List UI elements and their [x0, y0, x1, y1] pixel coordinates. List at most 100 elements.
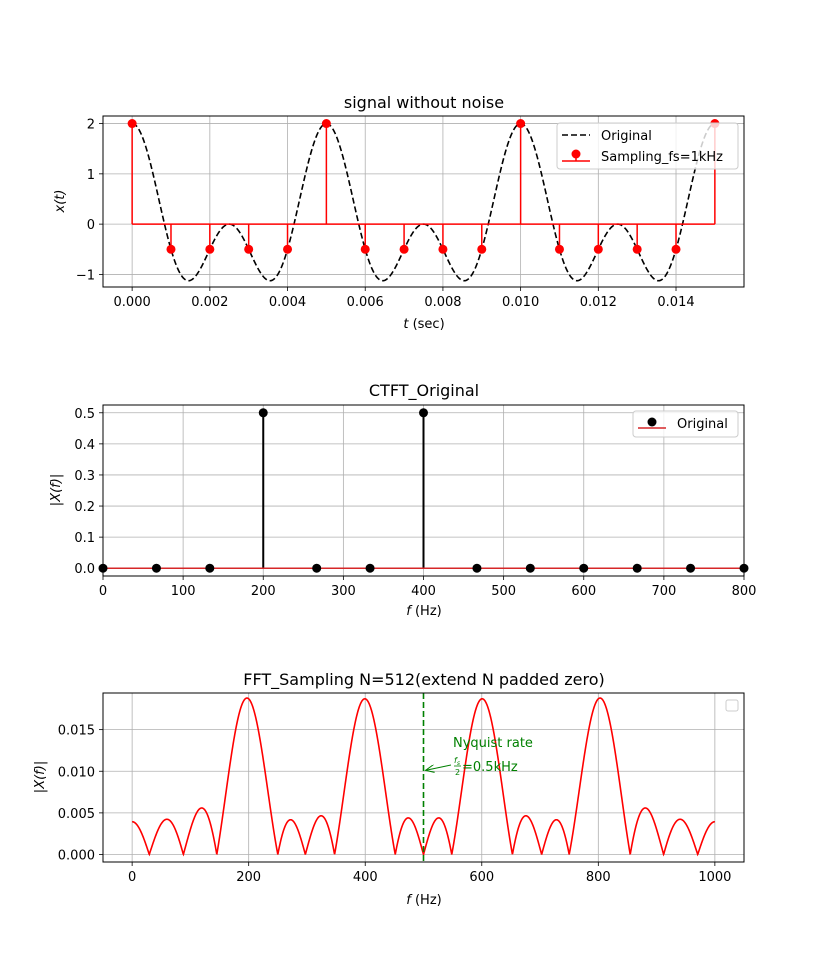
stem-marker [360, 244, 370, 254]
stem-marker [151, 563, 161, 573]
x-tick-label: 0.014 [657, 295, 694, 310]
x-tick-label: 0.000 [114, 295, 151, 310]
stem-marker [671, 244, 681, 254]
series-fft-line [132, 697, 715, 858]
legend-box-empty [725, 699, 739, 712]
plot-frame [102, 692, 745, 863]
x-tick-label: 400 [353, 870, 378, 885]
stem-marker [365, 563, 375, 573]
legend-box [556, 122, 739, 170]
y-tick-label: 0.015 [58, 724, 95, 739]
y-tick-label: 0.0 [74, 562, 95, 577]
legend-box [632, 410, 739, 438]
stem-marker [258, 408, 268, 418]
x-tick-label: 0.012 [580, 295, 617, 310]
stem-marker [632, 563, 642, 573]
x-axis-label: t (sec) [403, 317, 444, 332]
x-tick-label: 0 [128, 870, 136, 885]
stem-marker [312, 563, 322, 573]
y-tick-label: 0.2 [74, 500, 95, 515]
legend-label-original: Original [601, 129, 652, 144]
stem-marker [283, 244, 293, 254]
y-tick-label: 0 [87, 218, 95, 233]
stem-marker [472, 563, 482, 573]
x-tick-label: 500 [491, 584, 516, 599]
stem-marker [686, 563, 696, 573]
x-tick-label: 800 [586, 870, 611, 885]
stem-marker [399, 244, 409, 254]
stem-marker [244, 244, 254, 254]
y-tick-label: 0.010 [58, 765, 95, 780]
stem-marker [516, 119, 526, 129]
stem-marker [166, 244, 176, 254]
legend: Original Sampling_fs=1kHz [556, 122, 739, 170]
stem-marker [554, 244, 564, 254]
stem-marker [579, 563, 589, 573]
x-tick-labels: 0.000 0.002 0.004 0.006 0.008 0.010 0.012 0.014 [114, 287, 695, 310]
y-tick-label: −1 [76, 268, 95, 283]
x-axis-label: f (Hz) [406, 604, 441, 619]
chart-title: FFT_Sampling N=512(extend N padded zero) [243, 670, 604, 690]
legend: Original [632, 410, 739, 438]
annotation-frac-num: fs [454, 756, 460, 767]
x-tick-label: 400 [411, 584, 436, 599]
y-axis-label: x(t) [53, 190, 68, 214]
x-tick-label: 800 [732, 584, 757, 599]
x-tick-label: 1000 [698, 870, 731, 885]
x-tick-label: 0.008 [424, 295, 461, 310]
chart-title: signal without noise [344, 93, 504, 112]
annotation-line1: Nyquist rate [453, 736, 533, 751]
y-tick-labels: 0.0 0.1 0.2 0.3 0.4 0.5 [74, 407, 103, 577]
x-tick-label: 600 [469, 870, 494, 885]
x-tick-label: 100 [171, 584, 196, 599]
stem-marker [632, 244, 642, 254]
x-tick-labels: 0 100 200 300 400 500 600 700 800 [99, 576, 757, 599]
x-tick-label: 0.010 [502, 295, 539, 310]
legend-label-sampling: Sampling_fs=1kHz [601, 150, 723, 165]
stem-marker [525, 563, 535, 573]
stem-marker [127, 119, 137, 129]
x-tick-label: 0 [99, 584, 107, 599]
x-tick-label: 200 [251, 584, 276, 599]
annotation-line2: =0.5kHz [462, 760, 518, 775]
x-tick-label: 300 [331, 584, 356, 599]
stem-marker [593, 244, 603, 254]
legend-swatch-marker [647, 417, 657, 427]
y-tick-labels: 0.000 0.005 0.010 0.015 [58, 724, 103, 864]
x-tick-label: 700 [651, 584, 676, 599]
x-tick-label: 600 [571, 584, 596, 599]
subplot-fft: FFT_Sampling N=512(extend N padded zero)… [33, 670, 745, 908]
y-tick-label: 0.3 [74, 469, 95, 484]
y-tick-label: 0.5 [74, 407, 95, 422]
x-tick-label: 200 [236, 870, 261, 885]
stem-marker [321, 119, 331, 129]
plot-frame [102, 404, 745, 577]
plot-frame [102, 115, 745, 288]
stem-marker [205, 563, 215, 573]
y-tick-label: 0.005 [58, 807, 95, 822]
x-tick-labels: 0 200 400 600 800 1000 [128, 862, 731, 885]
y-axis-label: |X(f)| [33, 761, 48, 793]
chart-title: CTFT_Original [369, 381, 479, 401]
y-axis-label: |X(f)| [49, 474, 64, 506]
nyquist-annotation: Nyquist rate fs 2 =0.5kHz [426, 736, 533, 777]
stem-marker [477, 244, 487, 254]
y-tick-label: 0.1 [74, 531, 95, 546]
x-tick-label: 0.002 [191, 295, 228, 310]
x-tick-label: 0.006 [347, 295, 384, 310]
x-tick-label: 0.004 [269, 295, 306, 310]
y-tick-label: 0.4 [74, 438, 95, 453]
legend-swatch-sampling-marker [571, 149, 581, 159]
annotation-arrow [426, 764, 452, 770]
annotation-frac-den: 2 [455, 768, 460, 777]
stem-marker [419, 408, 428, 418]
subplot-ctft: CTFT_Original 0.0 0.1 0.2 0.3 0.4 0.5 0 100 200… [49, 381, 756, 619]
y-tick-label: 1 [87, 168, 95, 183]
y-tick-labels: −1 0 1 2 [76, 118, 103, 283]
y-tick-label: 2 [87, 118, 95, 133]
stem-marker [205, 244, 215, 254]
x-axis-label: f (Hz) [406, 893, 441, 908]
stem-marker [438, 244, 448, 254]
